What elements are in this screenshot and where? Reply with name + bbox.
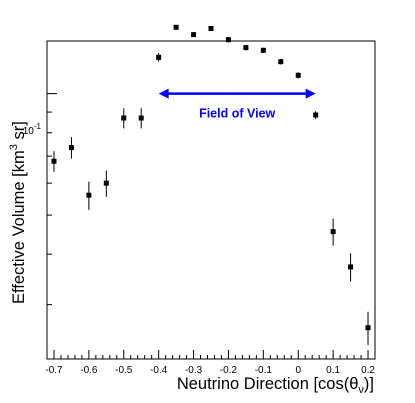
x-axis-ticks: -0.7 -0.6 -0.5 -0.4 -0.3 -0.2 -0.1 0 0.1 0.2 — [45, 350, 376, 376]
y-axis-ticks — [47, 93, 57, 306]
data-point — [313, 111, 319, 120]
arrow-head-right — [305, 88, 316, 99]
x-tick-label: 0.2 — [361, 365, 375, 376]
data-point — [278, 58, 284, 65]
data-point — [225, 37, 231, 43]
x-tick-label: -0.6 — [80, 365, 98, 376]
data-point — [191, 32, 197, 38]
x-tick-label: -0.2 — [220, 365, 238, 376]
plot-frame — [46, 40, 376, 360]
data-point — [51, 151, 57, 172]
marker — [121, 115, 127, 121]
data-point — [103, 170, 109, 197]
data-point — [330, 218, 336, 246]
marker — [156, 54, 162, 60]
x-tick-label: 0 — [295, 365, 301, 376]
data-point — [68, 137, 74, 159]
marker — [191, 32, 197, 38]
marker — [330, 229, 336, 235]
x-tick-label: -0.1 — [255, 365, 273, 376]
y-tick-label: 10-1 — [23, 122, 42, 137]
y-axis-label: Effective Volume [km3 sr] — [8, 121, 28, 304]
marker — [225, 37, 231, 43]
data-point — [121, 108, 127, 129]
annotation-label: Field of View — [199, 107, 275, 121]
x-tick-label: 0.1 — [326, 365, 340, 376]
x-tick-label: -0.5 — [115, 365, 133, 376]
marker — [86, 192, 92, 198]
x-tick-label: -0.7 — [45, 365, 63, 376]
marker — [313, 112, 319, 118]
data-point — [138, 108, 144, 129]
marker — [348, 264, 354, 270]
marker — [138, 115, 144, 121]
data-point — [173, 24, 179, 30]
data-point — [243, 44, 249, 51]
data-point — [295, 72, 301, 79]
x-tick-label: -0.4 — [150, 365, 168, 376]
marker — [295, 72, 301, 78]
data-point — [86, 181, 92, 210]
data-point — [208, 25, 214, 31]
marker — [103, 180, 109, 186]
data-point — [260, 47, 266, 54]
arrow-head-left — [158, 88, 169, 99]
marker — [243, 45, 249, 51]
data-point — [365, 311, 371, 346]
x-tick-label: -0.3 — [185, 365, 203, 376]
x-axis-label: Neutrino Direction [cos(θν)] — [177, 375, 374, 396]
field-of-view-annotation: Field of View — [158, 88, 316, 121]
data-point — [156, 53, 162, 62]
marker — [173, 24, 179, 30]
marker — [365, 325, 371, 331]
marker — [208, 25, 214, 31]
marker — [68, 145, 74, 151]
data-points — [51, 24, 371, 346]
marker — [51, 158, 57, 164]
marker — [278, 59, 284, 65]
data-point — [348, 253, 354, 282]
marker — [260, 47, 266, 53]
